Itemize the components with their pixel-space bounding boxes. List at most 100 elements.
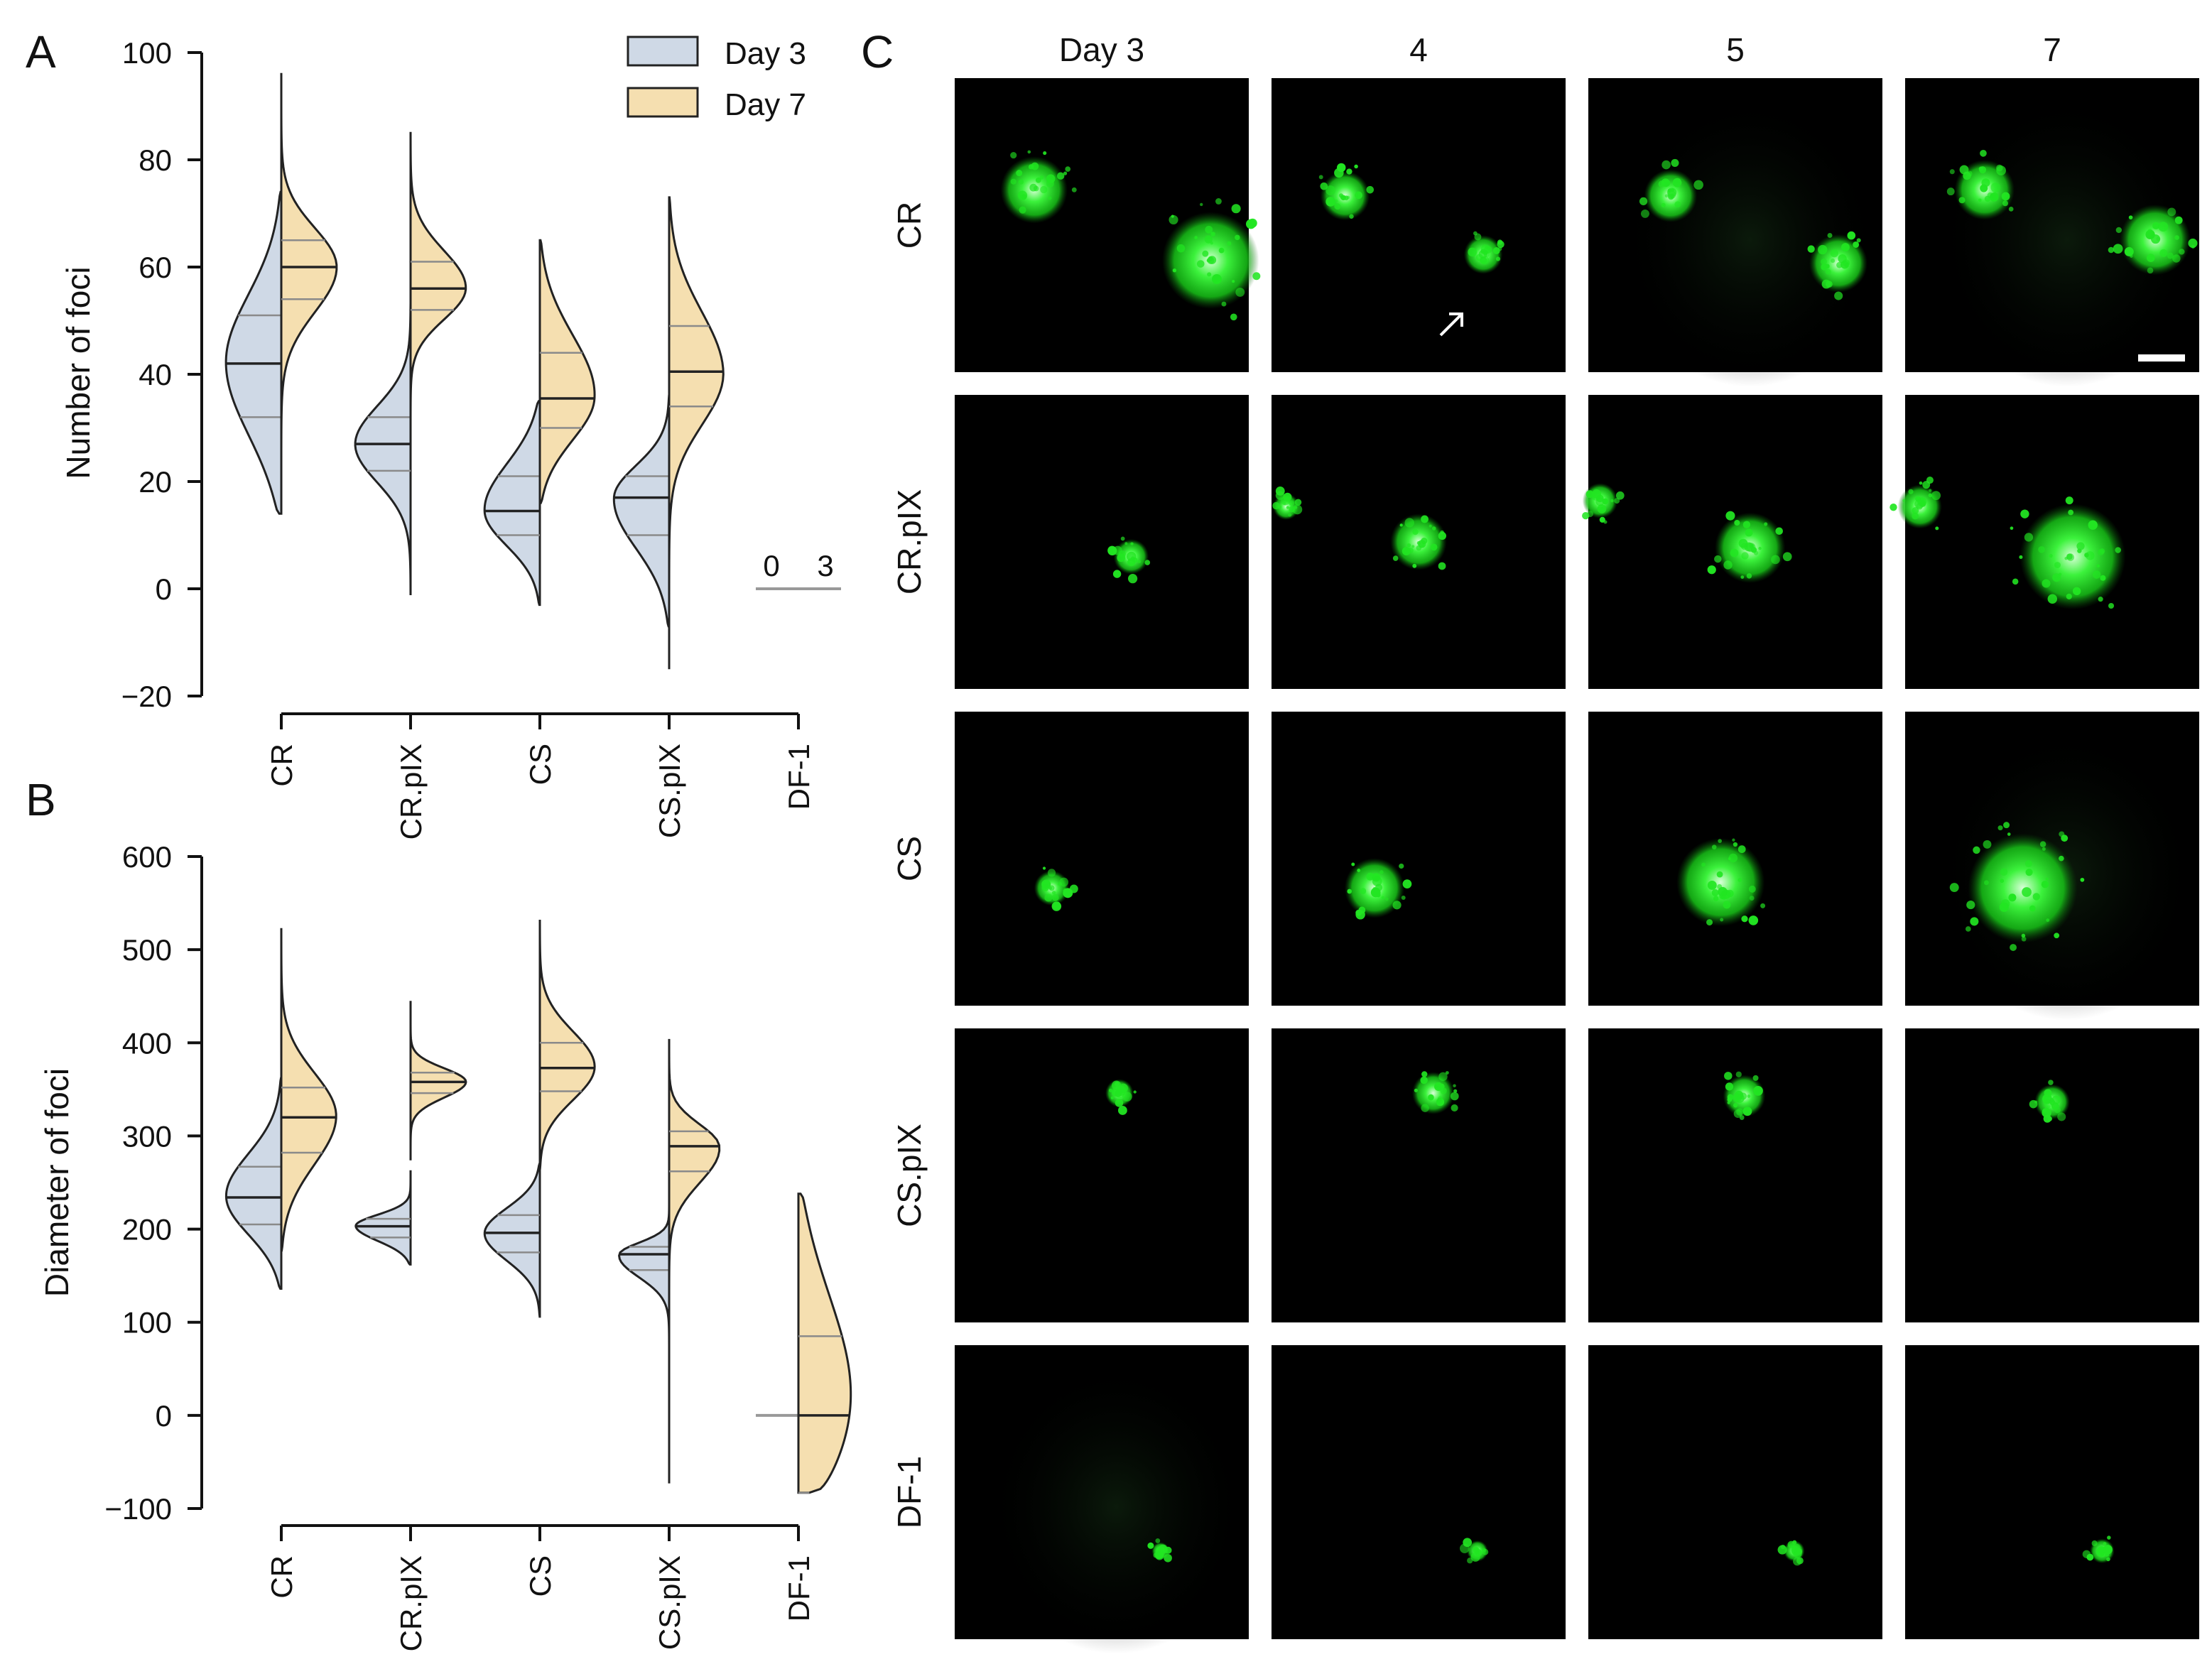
fluorescent-cell xyxy=(1640,209,1649,218)
fluorescent-cell xyxy=(2091,1540,2098,1547)
fluorescent-cell xyxy=(1748,885,1756,893)
microscopy-image xyxy=(955,78,1261,372)
fluorescent-cell xyxy=(1412,528,1419,536)
legend: Day 3 Day 7 xyxy=(627,36,806,122)
fluorescent-cell xyxy=(1453,1084,1456,1088)
fluorescent-cell xyxy=(2044,1089,2052,1097)
fluorescent-cell xyxy=(1215,198,1222,205)
microscopy-image xyxy=(1905,78,2199,387)
fluorescent-cell xyxy=(1723,901,1731,909)
x-tick-label: DF-1 xyxy=(782,744,815,810)
fluorescent-cell xyxy=(2046,918,2050,923)
microscopy-image xyxy=(1272,1345,1566,1639)
fluorescent-cell xyxy=(2048,1080,2054,1085)
fluorescent-cell xyxy=(1056,172,1065,180)
fluorescent-cell xyxy=(1048,196,1052,200)
fluorescent-cell xyxy=(2077,548,2082,553)
fluorescent-cell xyxy=(1147,1542,1154,1549)
fluorescent-cell xyxy=(1117,553,1126,562)
fluorescent-cell xyxy=(1711,844,1717,850)
fluorescent-cell xyxy=(1707,880,1717,890)
fluorescent-cell xyxy=(1827,232,1833,238)
fluorescent-cell xyxy=(1210,232,1215,237)
fluorescent-cell xyxy=(2012,578,2019,585)
fluorescent-cell xyxy=(1996,165,2006,175)
image-background xyxy=(1272,1028,1566,1322)
fluorescent-cell xyxy=(1428,524,1432,528)
fluorescent-cell xyxy=(1438,531,1447,540)
microscopy-image xyxy=(1588,1028,1882,1322)
violin-half xyxy=(409,1001,467,1160)
fluorescent-cell xyxy=(2066,593,2072,599)
fluorescent-cell xyxy=(1281,496,1290,506)
fluorescent-cell xyxy=(1840,243,1850,252)
x-tick-label: CS xyxy=(524,744,557,785)
fluorescent-cell xyxy=(2130,254,2133,258)
fluorescent-cell xyxy=(1706,919,1713,926)
microscopy-image xyxy=(1272,395,1566,689)
fluorescent-cell xyxy=(1340,195,1346,201)
fluorescent-cell xyxy=(1480,244,1490,254)
fluorescent-cell xyxy=(1039,175,1044,180)
fluorescent-cell xyxy=(1979,166,1987,174)
fluorescent-cell xyxy=(1915,496,1921,502)
fluorescent-cell xyxy=(1701,862,1706,867)
x-tick-label: CR.pIX xyxy=(394,744,428,839)
arrow-icon xyxy=(1439,312,1463,337)
fluorescent-cell xyxy=(1764,522,1768,526)
y-tick-label: 600 xyxy=(122,840,172,874)
fluorescent-cell xyxy=(2057,1112,2066,1121)
fluorescent-cell xyxy=(1966,901,1975,910)
y-tick-label: 200 xyxy=(122,1213,172,1246)
fluorescent-cell xyxy=(1970,917,1979,926)
fluorescent-cell xyxy=(1019,206,1026,214)
fluorescent-cell xyxy=(1035,177,1041,183)
microscopy-image xyxy=(1905,712,2199,1021)
microscopy-image xyxy=(1272,1028,1566,1322)
fluorescent-cell xyxy=(1834,291,1843,300)
fluorescent-cell xyxy=(1597,504,1607,513)
fluorescent-cell xyxy=(1919,481,1923,485)
fluorescent-cell xyxy=(1468,247,1478,257)
fluorescent-cell xyxy=(1928,493,1932,498)
fluorescent-cell xyxy=(1672,178,1682,187)
fluorescent-cell xyxy=(2044,1099,2052,1108)
fluorescent-cell xyxy=(1980,149,1987,157)
microscopy-image xyxy=(955,1028,1249,1322)
fluorescent-cell xyxy=(1674,201,1681,208)
fluorescent-cell xyxy=(2088,520,2098,530)
fluorescent-cell xyxy=(1416,540,1421,545)
fluorescent-cell xyxy=(1334,168,1344,178)
fluorescent-cell xyxy=(2054,933,2060,939)
fluorescent-cell xyxy=(2107,1536,2111,1540)
count-annotation: 3 xyxy=(817,549,833,582)
fluorescent-cell xyxy=(1585,490,1594,499)
violin-half xyxy=(538,919,596,1170)
fluorescent-cell xyxy=(1294,499,1302,506)
fluorescent-cell xyxy=(1853,241,1860,248)
fluorescent-cell xyxy=(2174,235,2179,240)
fluorescent-cell xyxy=(1065,166,1071,172)
fluorescent-cell xyxy=(2058,855,2064,862)
fluorescent-cell xyxy=(2099,548,2105,554)
fluorescent-cell xyxy=(1047,869,1056,877)
fluorescent-cell xyxy=(2092,570,2101,579)
fluorescent-cell xyxy=(1421,1104,1429,1112)
x-tick-label: CS.pIX xyxy=(653,1555,686,1650)
fluorescent-cell xyxy=(1949,883,1959,892)
microscopy-image xyxy=(955,1345,1249,1654)
fluorescent-cell xyxy=(1235,287,1245,297)
fluorescent-cell xyxy=(1949,169,1955,175)
fluorescent-cell xyxy=(1735,1071,1742,1077)
fluorescent-cell xyxy=(1727,1097,1733,1102)
column-header: 7 xyxy=(2043,31,2061,68)
fluorescent-cell xyxy=(1335,199,1338,202)
y-ticks-b: −100 0 100 200 300 400 500 600 xyxy=(104,840,202,1526)
legend-swatch-day7 xyxy=(627,87,699,118)
fluorescent-cell xyxy=(1732,838,1735,842)
fluorescent-cell xyxy=(1421,537,1428,545)
fluorescent-cell xyxy=(1734,519,1740,526)
background-haze xyxy=(1617,92,1882,387)
fluorescent-cell xyxy=(1357,869,1361,872)
